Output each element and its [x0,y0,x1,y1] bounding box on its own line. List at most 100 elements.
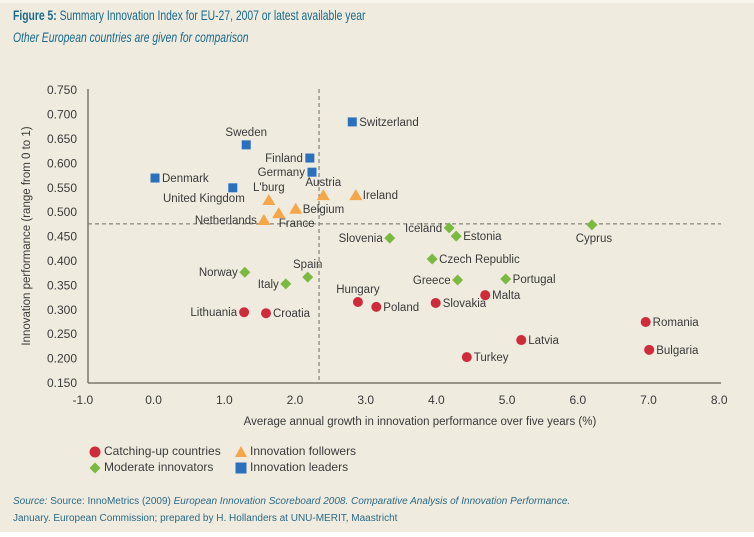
y-tick-label: 0.200 [47,352,77,366]
y-tick-label: 0.650 [47,132,77,146]
data-label: Lithuania [190,307,237,319]
data-point-diamond [500,273,512,285]
data-point-triangle [316,189,330,201]
x-tick-label: 1.0 [216,393,233,407]
data-label: Cyprus [576,233,613,245]
y-tick-label: 0.150 [47,376,77,390]
legend-triangle-icon [235,446,247,457]
data-label: Portugal [513,274,556,286]
source-prefix: Source: [13,496,48,507]
figure-title: Figure 5: Summary Innovation Index for E… [13,7,365,23]
data-label: Slovakia [443,298,487,310]
x-tick-label: 0.0 [145,393,162,407]
data-label: France [279,218,315,230]
data-point-square [150,173,160,183]
data-label: Finland [265,153,303,165]
y-tick-label: 0.300 [47,303,77,317]
data-label: Netherlands [195,215,257,227]
legend-label: Innovation followers [250,444,357,458]
data-point-circle [640,317,651,327]
data-point-square [347,117,357,127]
data-label: Romania [653,317,700,329]
data-label: Estonia [463,231,502,243]
data-label: Belgium [303,204,345,216]
y-tick-label: 0.750 [47,83,77,97]
data-label: Turkey [474,352,509,364]
data-label: Malta [492,290,521,302]
data-label: Ireland [363,190,398,202]
source-line-1: Source: Source: InnoMetrics (2009) Europ… [13,496,570,507]
data-point-triangle [257,214,271,226]
data-point-diamond [450,230,462,242]
legend-label: Moderate innovators [104,460,214,474]
data-point-diamond [384,232,396,244]
data-point-square [307,167,317,177]
y-tick-label: 0.550 [47,181,77,195]
data-label: Croatia [273,308,311,320]
y-tick-label: 0.400 [47,254,77,268]
data-point-triangle [262,194,276,205]
data-label: Iceland [405,223,442,235]
source-publisher: January. European Commission; prepared b… [13,513,398,524]
source-line-2: January. European Commission; prepared b… [13,513,397,524]
data-point-triangle [289,202,303,214]
legend-label: Catching-up countries [104,444,221,458]
data-label: United Kingdom [163,193,245,205]
data-point-circle [239,307,250,318]
data-point-diamond [239,266,251,278]
data-label: Norway [199,267,238,279]
y-tick-label: 0.600 [47,156,77,170]
x-tick-label: 2.0 [287,393,304,407]
x-tick-label: -1.0 [73,393,94,407]
x-tick-label: 5.0 [499,393,516,407]
source-publication-title: European Innovation Scoreboard 2008. Com… [173,496,571,507]
legend-diamond-icon [89,462,101,474]
data-point-circle [461,352,472,363]
data-point-triangle [272,207,286,219]
data-point-diamond [443,222,455,234]
data-point-circle [516,335,527,346]
data-point-diamond [302,271,314,283]
data-point-diamond [452,274,464,286]
data-point-circle [261,308,272,319]
data-point-circle [480,290,491,301]
y-tick-label: 0.450 [47,230,77,244]
data-label: Spain [293,259,322,271]
legend-circle-icon [89,446,101,458]
data-label: Austria [305,177,341,189]
data-point-circle [352,296,363,307]
figure-panel [0,3,754,532]
data-point-square [305,153,315,163]
x-tick-label: 3.0 [357,393,374,407]
data-label: Italy [258,279,279,291]
x-tick-label: 7.0 [640,393,657,407]
data-point-diamond [586,219,598,231]
figure-subtitle: Other European countries are given for c… [13,29,249,45]
data-label: Poland [383,302,419,314]
data-label: Slovenia [339,233,384,245]
y-tick-label: 0.700 [47,108,77,122]
data-label: L'burg [253,182,285,194]
source-citation: Source: InnoMetrics (2009) [47,496,174,507]
data-label: Hungary [336,284,380,296]
top-band [0,0,754,3]
data-label: Sweden [225,127,267,139]
data-point-square [241,140,251,150]
data-point-circle [430,297,441,308]
legend-label: Innovation leaders [250,460,349,474]
data-point-diamond [280,278,292,290]
legend-square-icon [235,462,247,474]
data-label: Switzerland [359,117,418,129]
data-label: Germany [258,167,306,179]
figure-title-text: Summary Innovation Index for EU-27, 2007… [56,7,366,23]
data-point-circle [371,301,382,312]
y-tick-label: 0.350 [47,278,77,292]
data-label: Latvia [528,335,559,347]
x-tick-label: 8.0 [711,393,728,407]
y-tick-label: 0.500 [47,205,77,219]
data-label: Denmark [162,173,209,185]
y-tick-label: 0.250 [47,327,77,341]
data-label: Bulgaria [656,345,699,357]
x-tick-label: 6.0 [569,393,586,407]
